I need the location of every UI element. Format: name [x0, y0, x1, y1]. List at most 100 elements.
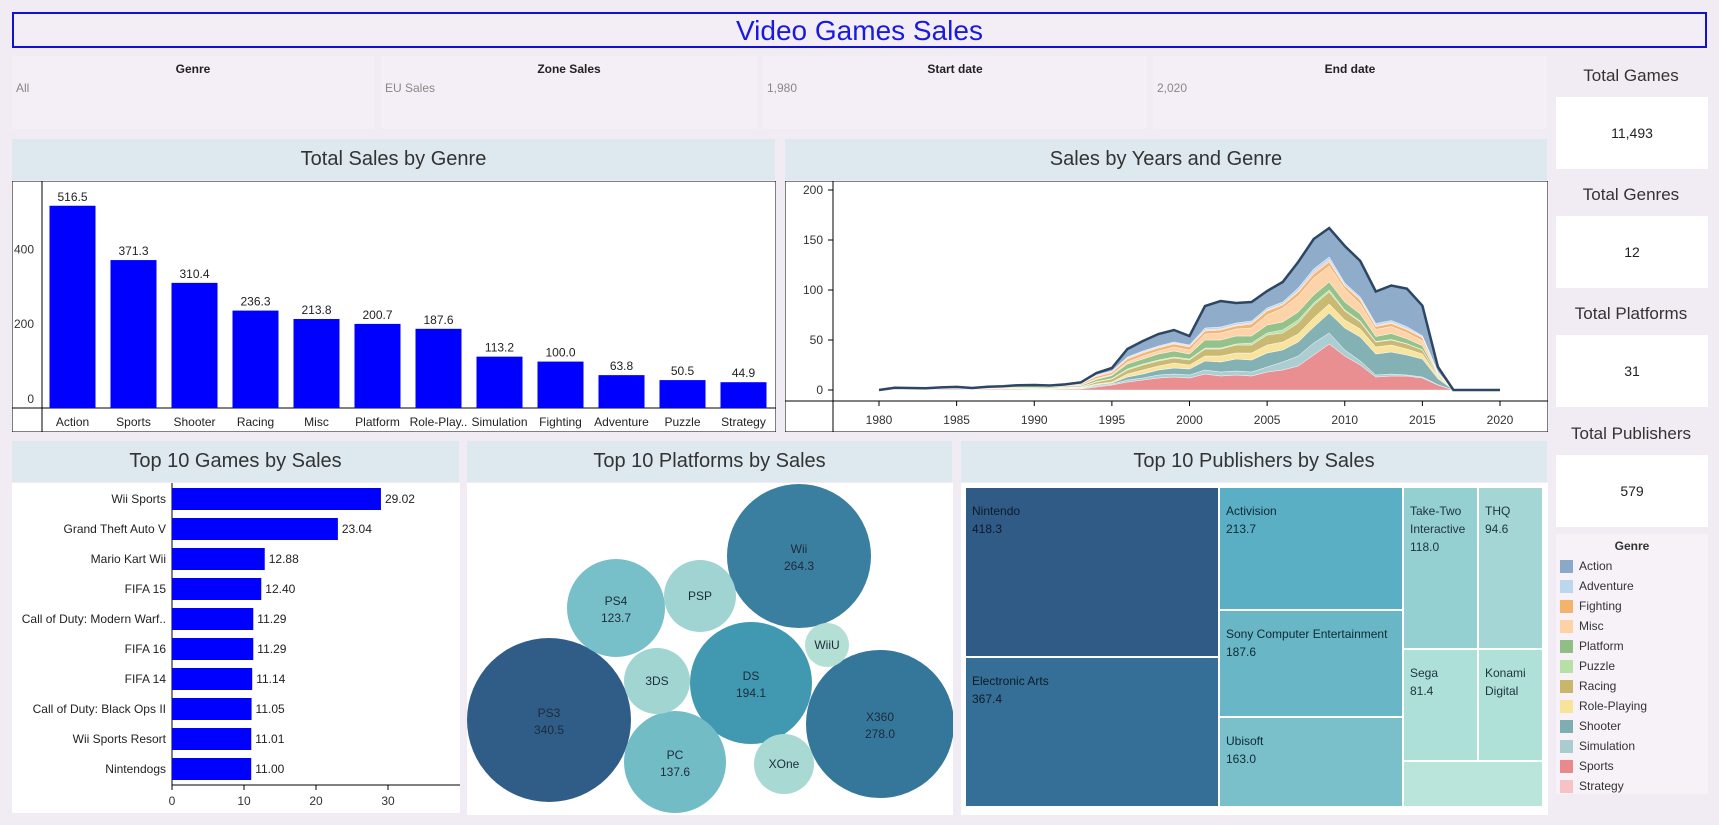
- filter-zone-sales-value[interactable]: EU Sales: [385, 81, 436, 95]
- bubble-ps4: PS4 123.7: [567, 559, 665, 657]
- bubble-circle: [624, 648, 690, 714]
- legend-item-strategy[interactable]: Strategy: [1560, 776, 1708, 796]
- x-tick-label: 1985: [943, 413, 970, 427]
- bar-sports: [110, 260, 157, 408]
- treemap-cell-electronic-arts: Electronic Arts 367.4: [965, 657, 1219, 807]
- bar-value-label: 187.6: [423, 313, 453, 327]
- kpi-total-publishers-label: Total Publishers: [1570, 424, 1691, 443]
- bubble-ps3: PS3 340.5: [467, 638, 631, 802]
- bubble-name: PSP: [688, 589, 712, 603]
- filter-start-date-value[interactable]: 1,980: [767, 81, 798, 95]
- x-tick-label: 1990: [1021, 413, 1048, 427]
- bubble-circle: [727, 484, 871, 628]
- legend-label: Fighting: [1579, 599, 1622, 613]
- x-tick-label: 2000: [1176, 413, 1203, 427]
- top-games-chart: 0 10 20 30 29.02 Wii Sports 23.04 Grand Theft A…: [12, 483, 460, 813]
- y-tick-label: 200: [14, 317, 34, 331]
- top-platforms-chart: PS3340.5X360278.0Wii264.3DS194.1PC137.6P…: [467, 483, 953, 815]
- bar-value-label: 310.4: [179, 267, 209, 281]
- y-tick-label: 200: [803, 183, 823, 197]
- legend-item-adventure[interactable]: Adventure: [1560, 576, 1708, 596]
- bubble-circle: [567, 559, 665, 657]
- treemap-cell-name: Konami Digital: [1485, 666, 1526, 698]
- legend-swatch: [1560, 760, 1573, 774]
- y-tick-label: 100: [803, 283, 823, 297]
- filter-end-date-value[interactable]: 2,020: [1157, 81, 1188, 95]
- legend-label: Action: [1579, 559, 1613, 573]
- bubble-circle: [754, 734, 814, 794]
- x-tick-label: 1995: [1099, 413, 1126, 427]
- legend-item-shooter[interactable]: Shooter: [1560, 716, 1708, 736]
- legend-item-sports[interactable]: Sports: [1560, 756, 1708, 776]
- genre-legend: Genre Action Adventure Fighting Misc Platfor…: [1556, 534, 1708, 794]
- treemap-cell-name: THQ: [1485, 504, 1511, 518]
- legend-item-fighting[interactable]: Fighting: [1560, 596, 1708, 616]
- legend-item-platform[interactable]: Platform: [1560, 636, 1708, 656]
- panel-title-top-publishers: Top 10 Publishers by Sales: [961, 441, 1547, 482]
- bar-value-label: 236.3: [240, 295, 270, 309]
- legend-item-role-playing[interactable]: Role-Playing: [1560, 696, 1708, 716]
- x-tick-label: 0: [169, 794, 176, 808]
- y-tick-label: 0: [27, 392, 34, 406]
- bubble-pc: PC 137.6: [624, 711, 726, 813]
- kpi-total-genres-label: Total Genres: [1582, 185, 1680, 204]
- legend-swatch: [1560, 620, 1573, 634]
- bubble-circle: [624, 711, 726, 813]
- treemap-cell-name: Sega: [1410, 666, 1439, 680]
- bar-value-label: 11.29: [257, 642, 286, 656]
- legend-swatch: [1560, 700, 1573, 714]
- legend-swatch: [1560, 740, 1573, 754]
- filter-zone-sales[interactable]: Zone Sales EU Sales: [381, 56, 757, 129]
- bar-racing: [232, 310, 279, 408]
- filter-genre-value[interactable]: All: [16, 81, 30, 95]
- bubble-value: 137.6: [660, 765, 690, 779]
- bubble-name: WiiU: [814, 638, 839, 652]
- treemap-cell-value: 213.7: [1226, 522, 1257, 536]
- legend-item-action[interactable]: Action: [1560, 556, 1708, 576]
- kpi-total-games-value: 11,493: [1556, 97, 1708, 169]
- bar-wii-sports-resort: [172, 728, 252, 750]
- legend-label: Racing: [1579, 679, 1617, 693]
- legend-item-misc[interactable]: Misc: [1560, 616, 1708, 636]
- bar-platform: [354, 323, 401, 408]
- x-tick-label: 2015: [1409, 413, 1436, 427]
- filter-genre[interactable]: Genre All: [12, 56, 374, 129]
- y-tick-label: FIFA 15: [125, 582, 167, 596]
- y-tick-label: Wii Sports Resort: [73, 732, 167, 746]
- filter-end-date[interactable]: End date 2,020: [1153, 56, 1547, 129]
- kpi-total-genres-value: 12: [1556, 216, 1708, 288]
- legend-swatch: [1560, 640, 1573, 654]
- bar-fighting: [537, 361, 584, 408]
- filter-zone-sales-label: Zone Sales: [537, 62, 601, 76]
- filter-start-date[interactable]: Start date 1,980: [763, 56, 1147, 129]
- bubble-name: DS: [743, 669, 760, 683]
- filter-genre-label: Genre: [175, 62, 211, 76]
- bar-value-label: 12.40: [265, 582, 295, 596]
- x-tick-label: Strategy: [721, 415, 766, 429]
- legend-item-simulation[interactable]: Simulation: [1560, 736, 1708, 756]
- filter-start-date-label: Start date: [927, 62, 983, 76]
- filter-end-date-label: End date: [1324, 62, 1376, 76]
- bar-puzzle: [659, 380, 706, 408]
- legend-label: Simulation: [1579, 739, 1636, 753]
- bubble-x360: X360 278.0: [806, 650, 953, 798]
- y-tick-label: Call of Duty: Black Ops II: [33, 702, 166, 716]
- bubble-circle: [664, 560, 736, 632]
- treemap-cell-name: Nintendo: [972, 504, 1021, 518]
- bar-fifa-16: [172, 638, 254, 660]
- y-tick-label: Grand Theft Auto V: [63, 522, 166, 536]
- bar-nintendogs: [172, 758, 252, 780]
- bar-fifa-15: [172, 578, 262, 600]
- legend-item-puzzle[interactable]: Puzzle: [1560, 656, 1708, 676]
- bar-value-label: 113.2: [485, 341, 514, 355]
- bubble-value: 123.7: [601, 611, 631, 625]
- bar-shooter: [171, 282, 218, 408]
- treemap-cell-activision: Activision 213.7: [1219, 487, 1403, 610]
- legend-label: Misc: [1579, 619, 1604, 633]
- bubble-wiiu: WiiU: [805, 623, 849, 667]
- top-publishers-treemap: Nintendo 418.3 Electronic Arts 367.4 Activis…: [961, 483, 1548, 815]
- bubble-circle: [805, 623, 849, 667]
- legend-item-racing[interactable]: Racing: [1560, 676, 1708, 696]
- x-tick-label: Sports: [116, 415, 151, 429]
- legend-swatch: [1560, 560, 1573, 574]
